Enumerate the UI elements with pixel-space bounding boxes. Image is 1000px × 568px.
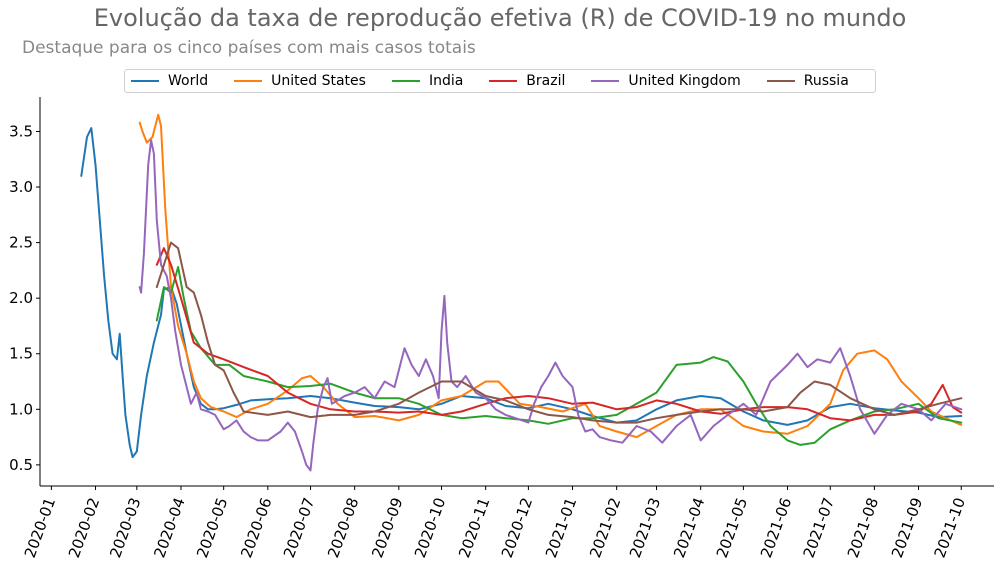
x-tick-label: 2020-04	[150, 495, 188, 560]
legend-item-brazil: Brazil	[489, 73, 565, 89]
y-tick-label: 3.0	[9, 178, 33, 196]
x-tick-label: 2020-07	[280, 495, 318, 560]
x-tick-label: 2020-11	[455, 495, 493, 560]
x-tick-label: 2021-10	[931, 495, 969, 560]
x-tick-label: 2021-09	[888, 495, 926, 560]
x-tick-label: 2021-02	[586, 495, 624, 560]
legend-item-russia: Russia	[766, 73, 849, 89]
legend-swatch	[131, 80, 159, 82]
legend-item-world: World	[131, 73, 208, 89]
x-tick-label: 2021-03	[626, 495, 664, 560]
x-tick-label: 2021-01	[542, 495, 580, 560]
chart-title: Evolução da taxa de reprodução efetiva (…	[93, 4, 907, 32]
legend-swatch	[391, 80, 420, 82]
legend-item-united-kingdom: United Kingdom	[591, 73, 741, 89]
x-tick-label: 2021-04	[670, 495, 708, 560]
series-line-world	[80, 127, 963, 459]
legend-label: World	[168, 73, 209, 89]
legend-label: Russia	[803, 73, 849, 89]
series-line-united-kingdom	[138, 139, 963, 472]
x-tick-label: 2020-02	[65, 495, 103, 560]
y-tick-label: 3.5	[9, 122, 33, 140]
chart-legend: World United States India Brazil United King…	[124, 69, 876, 93]
legend-swatch	[489, 80, 518, 82]
y-tick-label: 2.0	[9, 289, 33, 307]
x-tick-label: 2020-01	[21, 495, 59, 560]
series-line-united-states	[138, 113, 963, 439]
x-tick-label: 2020-05	[193, 495, 231, 560]
y-tick-label: 0.5	[9, 456, 33, 474]
legend-label: United States	[271, 73, 366, 89]
x-tick-label: 2020-09	[368, 495, 406, 560]
x-tick-label: 2020-12	[498, 495, 536, 560]
legend-swatch	[766, 80, 795, 82]
series-line-russia	[155, 241, 963, 424]
legend-item-united-states: United States	[234, 73, 366, 89]
chart-subtitle: Destaque para os cinco países com mais c…	[22, 38, 476, 58]
series-line-brazil	[155, 247, 963, 422]
x-tick-label: 2021-05	[713, 495, 751, 560]
x-tick-label: 2020-06	[237, 495, 275, 560]
y-tick-label: 1.5	[9, 345, 33, 363]
x-tick-label: 2021-08	[844, 495, 882, 560]
series-line-india	[155, 266, 963, 446]
legend-swatch	[591, 80, 620, 82]
legend-item-india: India	[391, 73, 464, 89]
x-tick-label: 2020-10	[411, 495, 449, 560]
x-tick-label: 2020-03	[106, 495, 144, 560]
x-tick-label: 2021-06	[757, 495, 795, 560]
y-tick-label: 2.5	[9, 234, 33, 252]
y-tick-label: 1.0	[9, 400, 33, 418]
x-tick-label: 2020-08	[324, 495, 362, 560]
legend-label: India	[428, 73, 464, 89]
legend-swatch	[234, 80, 263, 82]
legend-label: United Kingdom	[628, 73, 741, 89]
x-tick-label: 2021-07	[800, 495, 838, 560]
legend-label: Brazil	[526, 73, 566, 89]
